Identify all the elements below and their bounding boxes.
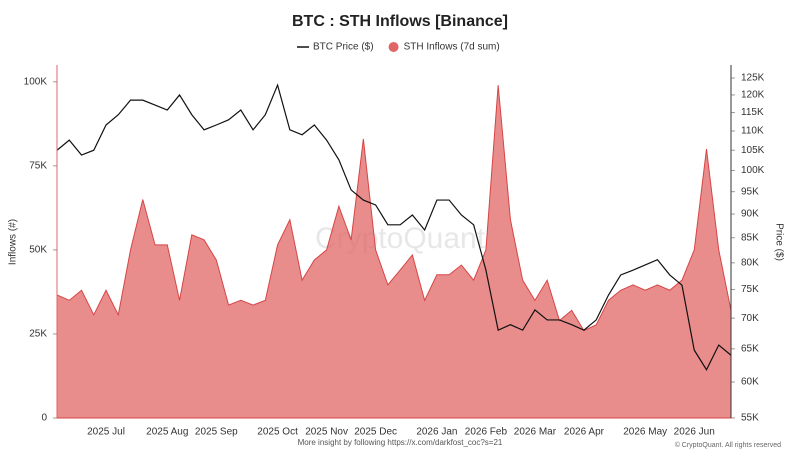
copyright: © CryptoQuant. All rights reserved [675, 441, 781, 449]
y2-tick-label: 115K [741, 107, 764, 118]
y-axis-label: Inflows (#) [8, 219, 19, 265]
y2-tick-label: 55K [741, 413, 759, 424]
x-tick-label: 2026 May [623, 427, 667, 438]
y2-tick-label: 70K [741, 313, 759, 324]
y-tick-label: 50K [29, 245, 47, 256]
legend-label: STH Inflows (7d sum) [404, 42, 500, 53]
x-tick-label: 2025 Oct [257, 427, 298, 438]
legend-dot [388, 42, 399, 52]
y2-axis-label: Price ($) [773, 223, 784, 261]
y-tick-label: 0 [41, 413, 47, 424]
y2-tick-label: 120K [741, 90, 765, 101]
x-tick-label: 2025 Aug [146, 427, 188, 438]
x-tick-label: 2026 Feb [465, 427, 508, 438]
x-tick-label: 2026 Apr [564, 427, 605, 438]
y-tick-label: 25K [29, 329, 47, 340]
y2-tick-label: 95K [741, 186, 759, 197]
x-tick-label: 2025 Jul [87, 427, 125, 438]
footer: More insight by following https://x.com/… [298, 438, 503, 447]
x-tick-label: 2026 Jan [416, 427, 457, 438]
legend-label: BTC Price ($) [313, 42, 374, 53]
y2-tick-label: 90K [741, 209, 759, 220]
inflow-area [56, 85, 732, 419]
y2-tick-label: 110K [741, 126, 764, 137]
x-tick-label: 2026 Mar [514, 427, 557, 438]
y2-tick-label: 105K [741, 145, 765, 156]
y-tick-label: 100K [24, 76, 48, 87]
y2-tick-label: 65K [741, 343, 759, 354]
y2-tick-label: 100K [741, 165, 765, 176]
x-tick-label: 2025 Nov [305, 427, 348, 438]
x-tick-label: 2025 Sep [195, 427, 238, 438]
price-line [56, 83, 732, 371]
y2-tick-label: 125K [741, 73, 765, 84]
y2-tick-label: 60K [741, 377, 759, 388]
y2-tick-label: 80K [741, 257, 759, 268]
y2-tick-label: 85K [741, 232, 759, 243]
x-tick-label: 2026 Jun [674, 427, 715, 438]
y-tick-label: 75K [29, 160, 47, 171]
x-tick-label: 2025 Dec [354, 427, 397, 438]
chart-title: BTC : STH Inflows [Binance] [292, 13, 508, 30]
y2-tick-label: 75K [741, 284, 759, 295]
